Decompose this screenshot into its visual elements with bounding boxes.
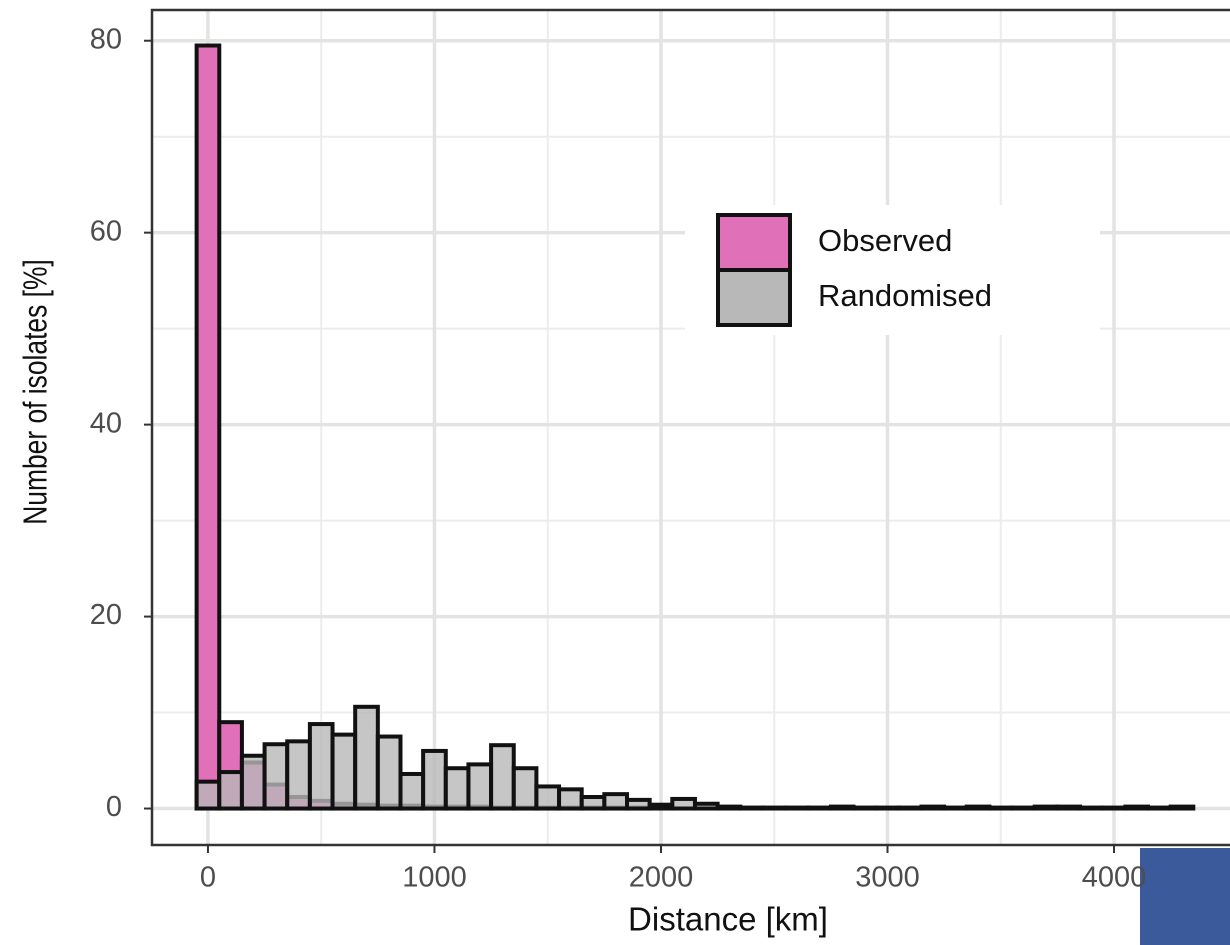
legend-label: Observed [818, 223, 952, 258]
histogram-bar [466, 762, 494, 811]
histogram-bar [330, 732, 358, 811]
histogram-bar [194, 43, 222, 811]
histogram-bar [262, 742, 290, 811]
histogram-bar [806, 805, 833, 811]
histogram-bar [375, 734, 403, 811]
histogram-bar [579, 795, 607, 811]
y-tick-label: 40 [90, 407, 122, 439]
histogram-bar [1010, 805, 1037, 811]
y-tick-label: 20 [90, 599, 122, 631]
histogram-bar [534, 784, 562, 811]
legend-label: Randomised [818, 278, 992, 313]
histogram-bar [1100, 805, 1128, 811]
histogram-bar [217, 770, 244, 811]
x-tick-label: 4000 [1082, 862, 1147, 894]
y-tick-label: 80 [90, 23, 122, 55]
histogram-bar [828, 804, 856, 811]
histogram-bar [1078, 805, 1105, 811]
histogram-bar [421, 748, 448, 811]
histogram-bar [285, 739, 312, 811]
histogram-bar [919, 804, 947, 811]
histogram-bar [602, 792, 630, 811]
legend-key [716, 213, 792, 272]
histogram-bar [647, 802, 675, 811]
histogram-bar [760, 805, 788, 811]
histogram-bar [670, 796, 697, 811]
histogram-bar [625, 797, 652, 811]
histogram-bar [239, 753, 267, 811]
histogram-bar [307, 722, 335, 811]
y-tick-label: 60 [90, 215, 122, 247]
histogram-bar [987, 805, 1015, 811]
histogram-bar [443, 766, 471, 811]
x-tick-label: 1000 [402, 862, 467, 894]
histogram-bar [194, 779, 222, 811]
x-tick-label: 2000 [629, 862, 694, 894]
histogram-bar [964, 804, 992, 811]
corner-image [1140, 848, 1230, 945]
histogram-bar [692, 801, 720, 811]
histogram-bar [1168, 804, 1196, 811]
y-tick-label: 0 [106, 791, 122, 823]
y-axis-title: Number of isolates [%] [18, 259, 54, 525]
x-tick-label: 0 [200, 862, 216, 894]
legend-key [716, 268, 792, 327]
histogram-bar [851, 805, 879, 811]
histogram-bar [738, 805, 765, 811]
histogram-bar [942, 805, 969, 811]
histogram-bar [874, 805, 901, 811]
histogram-bar [783, 805, 811, 811]
histogram-bar [896, 805, 924, 811]
histogram-bar [1055, 804, 1083, 811]
x-tick-label: 3000 [855, 862, 920, 894]
histogram-bar [1146, 805, 1173, 811]
x-axis-title: Distance [km] [628, 901, 828, 938]
histogram-bar [557, 787, 584, 811]
histogram-bar [1123, 804, 1151, 811]
histogram-bar [715, 804, 743, 811]
histogram-bar [353, 704, 380, 811]
histogram-bar [489, 743, 516, 811]
histogram-bar [1032, 804, 1060, 811]
panel-border [150, 8, 1230, 847]
histogram-bar [511, 766, 539, 811]
histogram-bar [398, 771, 426, 811]
